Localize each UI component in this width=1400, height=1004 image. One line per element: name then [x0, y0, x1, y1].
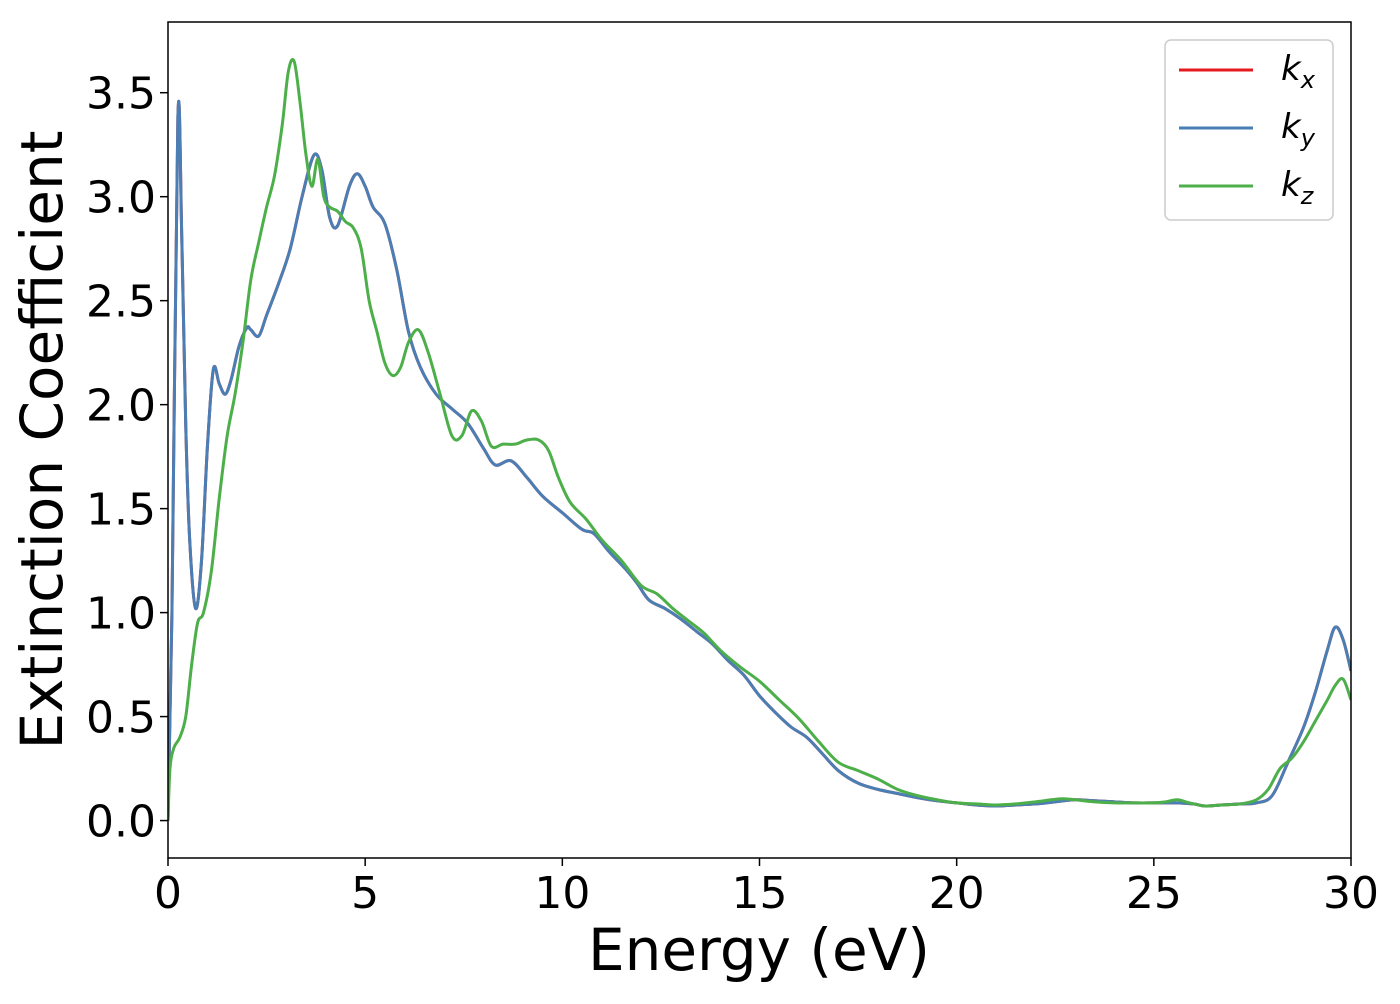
series-layer: [168, 57, 1351, 821]
y-tick-label: 3.5: [86, 69, 156, 120]
x-axis-title: Energy (eV): [588, 916, 930, 984]
x-tick-label: 25: [1126, 868, 1182, 919]
y-axis-title: Extinction Coefficient: [8, 131, 76, 750]
y-tick-label: 1.5: [86, 485, 156, 536]
y-axis: 0.0 0.5 1.0 1.5 2.0 2.5 3.0 3.5: [86, 69, 168, 848]
series-line-z: [168, 57, 1351, 821]
legend-box: [1164, 39, 1334, 221]
y-tick-label: 0.5: [86, 693, 156, 744]
x-tick-label: 30: [1323, 868, 1379, 919]
y-tick-label: 2.0: [86, 381, 156, 432]
y-tick-label: 2.5: [86, 277, 156, 328]
x-axis: 0 5 10 15 20 25 30: [154, 858, 1379, 919]
x-tick-label: 5: [351, 868, 379, 919]
y-tick-label: 1.0: [86, 589, 156, 640]
x-tick-label: 20: [929, 868, 985, 919]
x-tick-label: 10: [534, 868, 590, 919]
y-tick-label: 3.0: [86, 173, 156, 224]
y-tick-label: 0.0: [86, 797, 156, 848]
x-tick-label: 0: [154, 868, 182, 919]
x-tick-label: 15: [732, 868, 788, 919]
